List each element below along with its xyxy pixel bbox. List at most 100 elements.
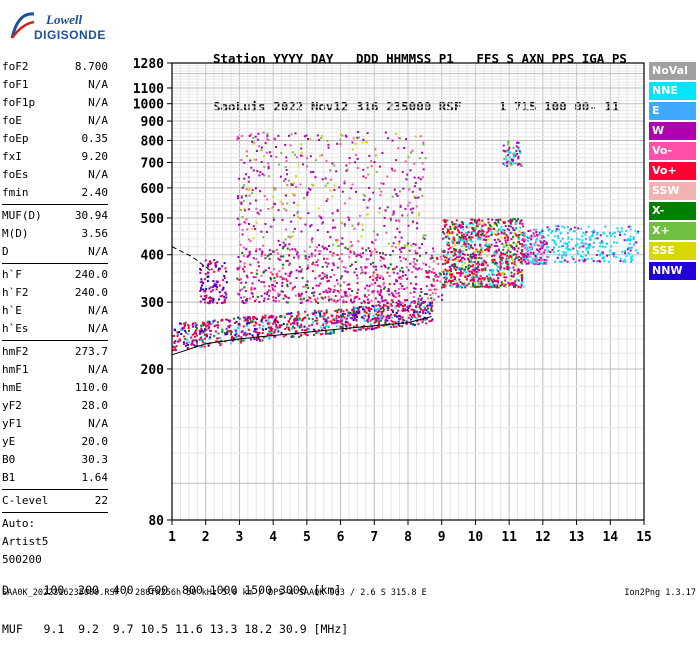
echo-point bbox=[421, 162, 424, 165]
echo-point bbox=[482, 238, 485, 241]
echo-point bbox=[228, 330, 231, 333]
echo-point bbox=[506, 267, 509, 270]
echo-point bbox=[335, 317, 338, 320]
echo-point bbox=[274, 328, 277, 331]
echo-point bbox=[374, 317, 377, 319]
echo-point bbox=[488, 273, 491, 276]
echo-point bbox=[473, 220, 476, 223]
x-tick-label: 9 bbox=[438, 530, 446, 545]
echo-point bbox=[464, 242, 467, 245]
echo-point bbox=[533, 234, 536, 237]
echo-point bbox=[502, 271, 505, 274]
echo-point bbox=[297, 292, 300, 295]
echo-point bbox=[244, 209, 247, 212]
echo-point bbox=[325, 322, 328, 325]
echo-point bbox=[445, 261, 448, 264]
echo-point bbox=[444, 259, 447, 262]
echo-point bbox=[383, 216, 386, 219]
echo-point bbox=[262, 316, 265, 319]
echo-point bbox=[241, 186, 244, 189]
echo-point bbox=[416, 302, 419, 305]
echo-point bbox=[506, 164, 509, 167]
echo-point bbox=[428, 320, 431, 323]
echo-point bbox=[487, 280, 490, 283]
echo-point bbox=[340, 316, 343, 319]
echo-point bbox=[199, 290, 202, 292]
echo-point bbox=[243, 338, 246, 341]
echo-point bbox=[438, 275, 441, 278]
echo-point bbox=[208, 297, 211, 299]
echo-point bbox=[481, 260, 484, 263]
echo-point bbox=[352, 137, 355, 139]
echo-point bbox=[272, 322, 275, 325]
echo-point bbox=[520, 284, 523, 287]
echo-point bbox=[323, 315, 326, 318]
param-name: foF1 bbox=[2, 78, 29, 91]
param-row: hmF2 273.7 bbox=[2, 343, 108, 361]
echo-point bbox=[404, 308, 406, 311]
echo-point bbox=[444, 256, 446, 259]
echo-point bbox=[540, 259, 543, 262]
echo-point bbox=[367, 313, 370, 316]
echo-point bbox=[311, 292, 314, 295]
echo-point bbox=[478, 269, 481, 272]
echo-point bbox=[347, 216, 350, 219]
echo-point bbox=[428, 312, 431, 315]
echo-point bbox=[405, 138, 407, 141]
echo-point bbox=[362, 317, 365, 320]
echo-point bbox=[375, 313, 378, 316]
echo-point bbox=[306, 334, 309, 337]
echo-point bbox=[286, 285, 289, 288]
echo-point bbox=[299, 217, 302, 220]
echo-point bbox=[419, 254, 421, 257]
echo-point bbox=[418, 267, 421, 270]
echo-point bbox=[280, 290, 283, 293]
echo-point bbox=[297, 257, 300, 260]
echo-point bbox=[405, 178, 408, 181]
echo-point bbox=[557, 228, 560, 231]
echo-point bbox=[282, 276, 285, 279]
param-row: D N/A bbox=[2, 243, 108, 261]
echo-point bbox=[353, 271, 356, 274]
echo-point bbox=[260, 161, 263, 164]
echo-point bbox=[296, 315, 299, 318]
echo-point bbox=[314, 159, 317, 162]
echo-point bbox=[420, 288, 422, 290]
echo-point bbox=[601, 256, 604, 259]
echo-point bbox=[500, 225, 503, 228]
echo-point bbox=[422, 168, 425, 171]
echo-point bbox=[522, 225, 525, 228]
echo-point bbox=[477, 269, 480, 271]
echo-point bbox=[482, 230, 485, 233]
echo-point bbox=[513, 232, 516, 234]
x-tick-label: 13 bbox=[569, 530, 585, 545]
echo-point bbox=[488, 245, 491, 248]
echo-point bbox=[407, 224, 410, 227]
echo-point bbox=[244, 281, 247, 284]
echo-point bbox=[475, 234, 478, 237]
param-row: MUF(D) 30.94 bbox=[2, 207, 108, 225]
echo-point bbox=[420, 297, 423, 300]
echo-point bbox=[476, 267, 479, 270]
echo-point bbox=[440, 298, 443, 301]
echo-point bbox=[410, 308, 413, 311]
echo-point bbox=[198, 338, 201, 341]
echo-point bbox=[454, 258, 457, 261]
echo-point bbox=[469, 253, 472, 256]
echo-point bbox=[467, 282, 470, 285]
echo-point bbox=[284, 272, 287, 275]
echo-point bbox=[223, 299, 226, 302]
echo-point bbox=[520, 258, 523, 261]
echo-point bbox=[447, 248, 450, 251]
echo-point bbox=[289, 282, 292, 285]
echo-point bbox=[207, 265, 210, 268]
echo-point bbox=[398, 240, 401, 243]
echo-point bbox=[392, 301, 395, 304]
echo-point bbox=[314, 277, 317, 280]
echo-point bbox=[475, 262, 478, 265]
echo-point bbox=[309, 297, 312, 300]
echo-point bbox=[210, 290, 213, 293]
echo-point bbox=[247, 328, 250, 331]
echo-point bbox=[627, 237, 630, 240]
echo-point bbox=[520, 261, 523, 264]
